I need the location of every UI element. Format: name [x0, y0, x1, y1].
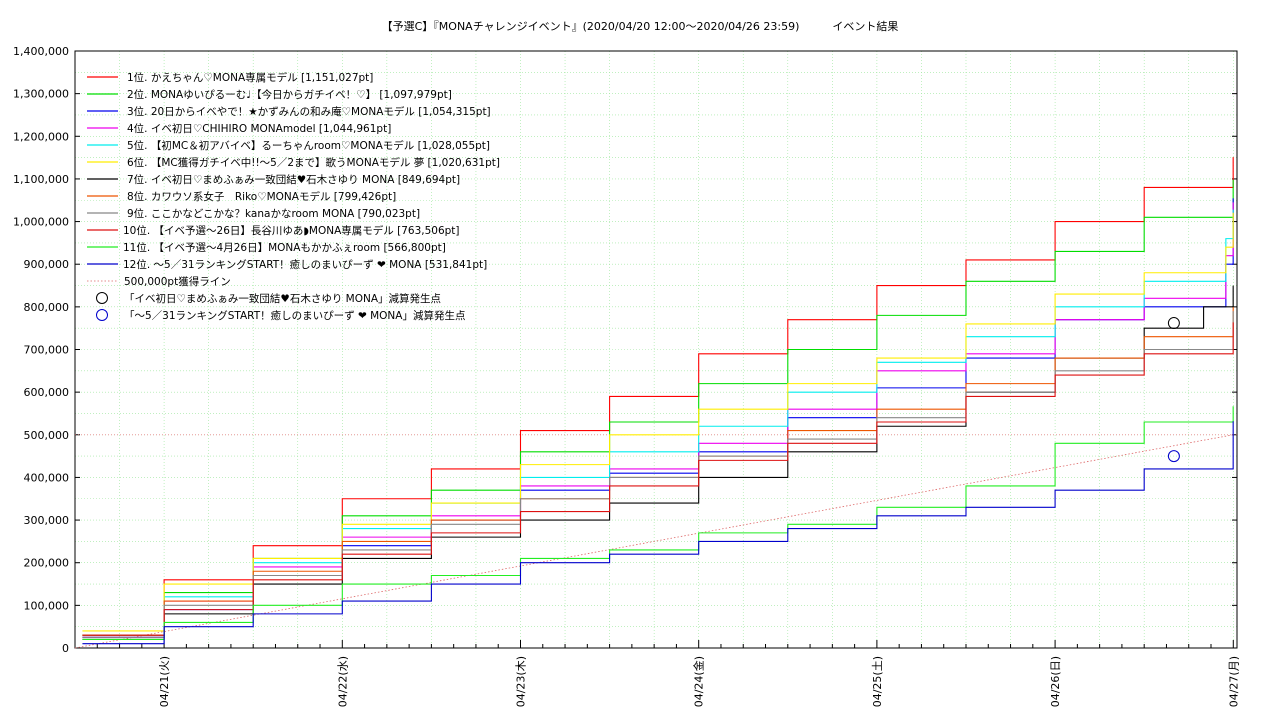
ytick-label: 1,200,000: [13, 130, 69, 143]
ytick-label: 0: [62, 642, 69, 655]
ytick-label: 1,300,000: [13, 88, 69, 101]
legend-label: 9位. ここかなどこかな？kanaかなroom MONA [790,023pt]: [127, 207, 420, 220]
legend-label: 「〜5／31ランキングSTART！癒しのまいぴーず ❤ MONA」減算発生点: [124, 309, 465, 322]
series-line-6: [82, 212, 1234, 632]
legend-label: 11位. 【イベ予選〜4月26日】MONAもかかふぇroom [566,800p…: [123, 241, 446, 254]
ytick-label: 1,400,000: [13, 45, 69, 58]
chart-title: 【予選C】『MONAチャレンジイベント』(2020/04/20 12:00〜20…: [381, 20, 899, 33]
xtick-label: 04/23(木): [514, 656, 527, 707]
series-line-12: [82, 421, 1234, 645]
legend-label: 4位. イベ初日♡CHIHIRO MONAmodel [1,044,961pt]: [127, 122, 391, 135]
legend-label: 10位. 【イベ予選〜26日】長谷川ゆあ◗MONA専属モデル [763,506p…: [123, 224, 460, 237]
ytick-label: 700,000: [24, 344, 70, 357]
reference-line: [74, 434, 1234, 649]
legend-label: 1位. かえちゃん♡MONA専属モデル [1,151,027pt]: [127, 71, 373, 84]
legend-label: 8位. カワウソ系女子 Riko♡MONAモデル [799,426pt]: [127, 190, 396, 203]
ytick-label: 400,000: [24, 471, 70, 484]
legend-label: 500,000pt獲得ライン: [124, 275, 231, 288]
ytick-label: 300,000: [24, 514, 70, 527]
ytick-label: 100,000: [24, 599, 70, 612]
legend-label: 3位. 20日からイベやで！★かずみんの和み庵♡MONAモデル [1,054,3…: [127, 105, 491, 118]
legend-label: 2位. MONAゆいぴるーむ♩【今日からガチイベ！♡】 [1,097,979pt…: [127, 88, 452, 101]
ytick-label: 1,000,000: [13, 216, 69, 229]
ytick-label: 500,000: [24, 429, 70, 442]
series-line-10: [82, 322, 1234, 636]
xtick-label: 04/22(水): [336, 656, 349, 707]
series-line-8: [82, 307, 1234, 636]
ytick-label: 200,000: [24, 557, 70, 570]
legend-label: 7位. イベ初日♡まめふぁみ一致団結♥石木さゆり MONA [849,694pt…: [127, 173, 460, 186]
xtick-label: 04/21(火): [158, 656, 171, 707]
xtick-label: 04/25(土): [871, 656, 884, 707]
legend-label: 「イベ初日♡まめふぁみ一致団結♥石木さゆり MONA」減算発生点: [124, 292, 441, 305]
ytick-label: 900,000: [24, 258, 70, 271]
series-line-9: [82, 311, 1234, 638]
ytick-label: 600,000: [24, 386, 70, 399]
legend-label: 12位. 〜5／31ランキングSTART！癒しのまいぴーず ❤ MONA [53…: [123, 258, 487, 271]
xtick-label: 04/27(月): [1227, 656, 1240, 707]
ytick-label: 800,000: [24, 301, 70, 314]
legend: 1位. かえちゃん♡MONA専属モデル [1,151,027pt] 2位. MON…: [87, 71, 500, 322]
xtick-label: 04/26(日): [1049, 656, 1062, 707]
legend-marker: [96, 309, 108, 321]
series-line-11: [82, 406, 1234, 641]
ytick-label: 1,100,000: [13, 173, 69, 186]
legend-label: 5位. 【初MC＆初アバイベ】るーちゃんroom♡MONAモデル [1,028,…: [127, 139, 490, 152]
marker-1: [1167, 317, 1180, 330]
legend-label: 6位. 【MC獲得ガチイベ中!!〜5／2まで】歌うMONAモデル 夢 [1,02…: [127, 156, 500, 169]
grid: [74, 50, 1237, 649]
series-line-7: [82, 285, 1234, 641]
marker-2: [1167, 450, 1180, 463]
xtick-label: 04/24(金): [692, 656, 706, 707]
legend-marker: [96, 292, 108, 304]
